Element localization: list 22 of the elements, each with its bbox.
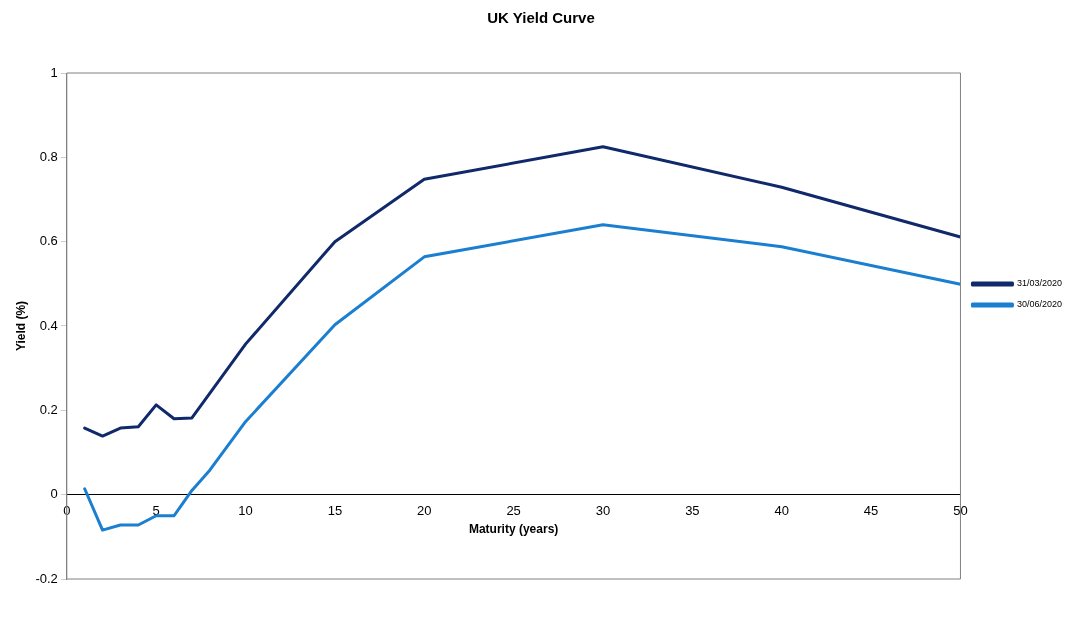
y-tick-label: 1 xyxy=(50,64,58,80)
x-tick-label: 25 xyxy=(506,503,521,519)
x-tick-label: 50 xyxy=(953,503,968,519)
x-tick-label: 5 xyxy=(152,503,160,519)
x-tick-label: 15 xyxy=(327,503,343,519)
y-tick-label: 0.6 xyxy=(39,233,58,249)
legend-label: 31/03/2020 xyxy=(1016,278,1062,289)
x-tick-label: 45 xyxy=(863,503,879,519)
y-tick-label: 0.4 xyxy=(39,317,58,333)
chart-title: UK Yield Curve xyxy=(487,9,595,27)
y-tick-label: 0.2 xyxy=(39,401,58,417)
y-axis-title: Yield (%) xyxy=(13,300,28,352)
x-tick-label: 40 xyxy=(774,503,789,519)
x-tick-label: 35 xyxy=(685,503,700,519)
x-tick-label: 10 xyxy=(238,503,253,519)
y-tick-label: 0 xyxy=(50,486,58,502)
x-tick-label: 30 xyxy=(595,503,611,519)
y-tick-label: -0.2 xyxy=(35,570,58,586)
x-tick-label: 20 xyxy=(417,503,432,519)
x-axis-title: Maturity (years) xyxy=(468,521,559,536)
legend-label: 30/06/2020 xyxy=(1016,299,1062,310)
y-tick-label: 0.8 xyxy=(39,148,58,164)
